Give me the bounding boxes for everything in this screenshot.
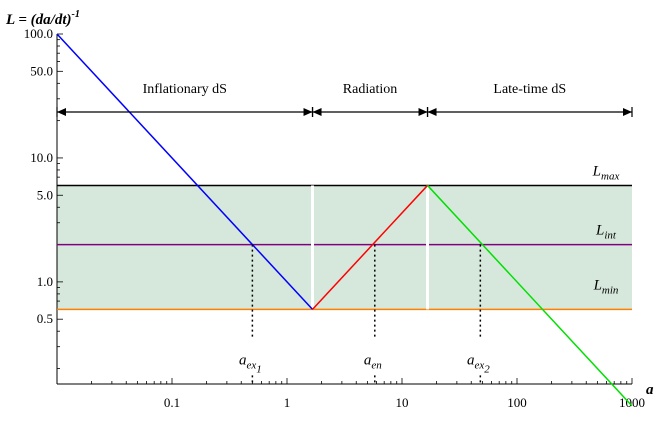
y-tick-label: 5.0 [37, 187, 53, 202]
y-tick-label: 1.0 [37, 274, 53, 289]
y-tick-label: 100.0 [24, 26, 53, 41]
phase-arrow-head-left [57, 108, 66, 116]
shaded-band [57, 185, 632, 310]
phase-arrow-head-left [427, 108, 437, 116]
phases-layer: Inflationary dS Radiation Late-time dS [56, 82, 633, 117]
y-tick-label: 0.5 [37, 311, 53, 326]
marker-label-3: aex2 [467, 352, 490, 375]
marker-label-2: aen [364, 352, 382, 371]
x-tick-label: 0.1 [164, 395, 180, 410]
label-int: Lint [595, 223, 617, 242]
phase-label-2: Radiation [343, 82, 397, 97]
series-line-1 [56, 33, 314, 310]
phase-arrow-head-right [623, 108, 632, 116]
x-tick-label: 1000 [619, 395, 645, 410]
label-max: Lmax [592, 163, 620, 182]
axes-layer: 0.1 1 10 100 1000 100.0 50.0 10.0 5.0 1.0 0.5 L = (… [5, 9, 654, 410]
phase-arrow-head-right [418, 108, 428, 116]
marker-label-1: aex1 [239, 352, 262, 375]
label-min: Lmin [593, 277, 619, 296]
phase-label-3: Late-time dS [493, 82, 566, 97]
series-line-3 [426, 184, 633, 407]
y-tick-label: 10.0 [30, 150, 53, 165]
phase-label-1: Inflationary dS [143, 82, 227, 97]
y-axis-title: L = (da/dt)-1 [5, 9, 80, 28]
phase-arrow-head-right [303, 108, 313, 116]
x-axis-title: a [646, 382, 654, 398]
x-tick-label: 10 [396, 395, 409, 410]
phase-arrow-head-left [312, 108, 322, 116]
band-layer [57, 185, 632, 310]
y-tick-label: 50.0 [30, 63, 53, 78]
annotations-layer: Lmax Lint Lmin aex1 aen aex2 [239, 163, 619, 384]
x-tick-label: 100 [507, 395, 527, 410]
x-tick-label: 1 [284, 395, 291, 410]
series-line-2 [311, 184, 429, 310]
lines-layer [56, 33, 633, 407]
